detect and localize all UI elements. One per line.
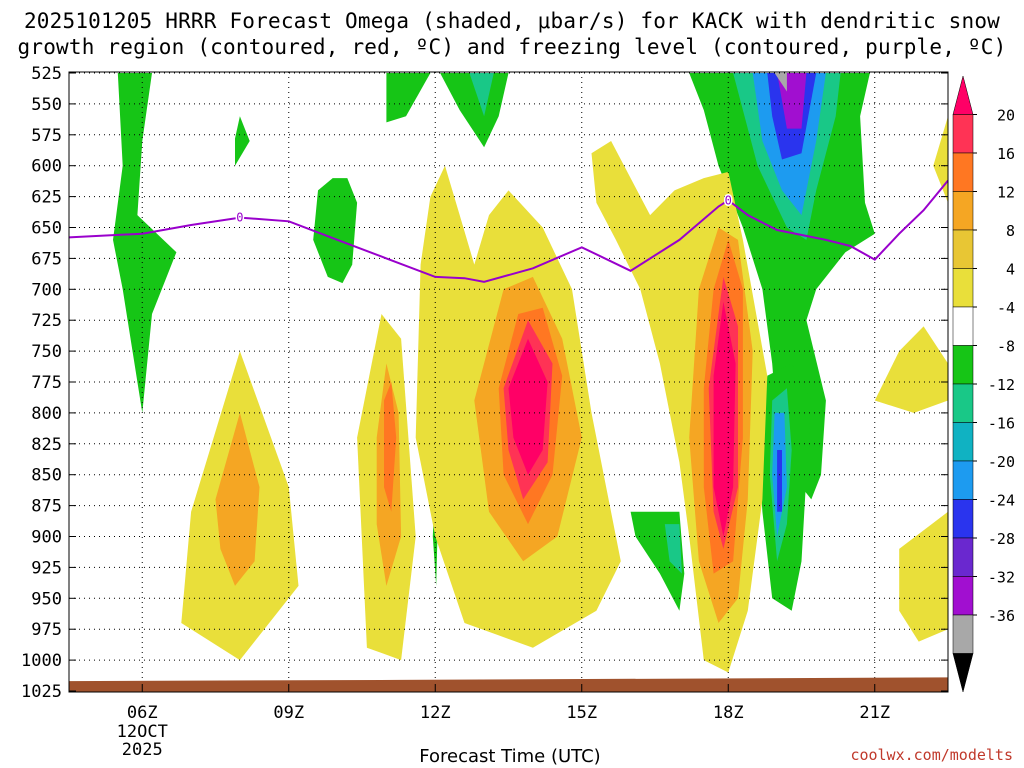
- y-tick-label: 950: [31, 589, 62, 609]
- freezing-level-label: 0: [236, 211, 243, 225]
- y-tick-label: 525: [31, 64, 62, 84]
- omega-area-yellow: [933, 116, 948, 203]
- colorbar-label: 12: [997, 184, 1015, 202]
- omega-area-green: [689, 73, 875, 500]
- colorbar-swatch: [952, 306, 974, 346]
- y-tick-label: 725: [31, 311, 62, 331]
- colorbar-label: -8: [997, 338, 1015, 356]
- y-tick-label: 875: [31, 497, 62, 517]
- omega-area-orange1: [215, 412, 260, 586]
- y-tick-label: 600: [31, 157, 62, 177]
- colorbar-top-arrow: [952, 75, 974, 115]
- y-tick-label: 550: [31, 95, 62, 115]
- colorbar-label: 4: [1006, 261, 1015, 279]
- x-tick-label: 18Z: [713, 703, 744, 723]
- colorbar-label: -20: [988, 453, 1015, 471]
- grid-lines: [69, 72, 948, 692]
- colorbar-swatch: [952, 422, 974, 462]
- y-tick-label: 650: [31, 219, 62, 239]
- colorbar-swatch: [952, 460, 974, 500]
- y-axis: 525 550 575 600 625 650 675 700 725 750 775 800 825 8…: [21, 64, 948, 702]
- x-tick-label: 09Z: [273, 703, 304, 723]
- omega-area-orange2: [384, 382, 397, 512]
- colorbar-swatch: [952, 152, 974, 192]
- colorbar-label: 16: [997, 145, 1015, 163]
- omega-area-blue: [777, 450, 782, 512]
- y-tick-label: 775: [31, 373, 62, 393]
- colorbar-label: -28: [988, 530, 1015, 548]
- colorbar-swatch: [952, 229, 974, 269]
- y-tick-label: 625: [31, 188, 62, 208]
- colorbar-label: -32: [988, 569, 1015, 587]
- ground-strip: [69, 677, 948, 692]
- omega-area-yellow: [899, 511, 948, 642]
- x-axis-label: Forecast Time (UTC): [419, 746, 600, 767]
- omega-area-gray: [774, 73, 787, 92]
- colorbar-swatch: [952, 345, 974, 385]
- title-line-2: growth region (contoured, red, ºC) and f…: [17, 35, 1007, 59]
- x-tick-date: 12OCT: [117, 722, 168, 742]
- y-tick-label: 850: [31, 466, 62, 486]
- colorbar-swatch: [952, 191, 974, 231]
- y-tick-label: 900: [31, 528, 62, 548]
- freezing-level-line: 00: [69, 179, 948, 283]
- colorbar-swatch: [952, 114, 974, 154]
- colorbar-swatch: [952, 614, 974, 654]
- y-tick-label: 700: [31, 280, 62, 300]
- y-tick-label: 800: [31, 404, 62, 424]
- omega-area-magenta: [713, 301, 736, 537]
- x-tick-label: 21Z: [859, 703, 890, 723]
- omega-shading: [113, 73, 948, 673]
- freezing-level-path: [69, 179, 948, 283]
- y-tick-label: 750: [31, 342, 62, 362]
- omega-area-teal: [469, 73, 494, 117]
- omega-area-green: [235, 116, 250, 166]
- y-tick-label: 925: [31, 558, 62, 578]
- colorbar-label: -36: [988, 607, 1015, 625]
- omega-area-yellow: [874, 326, 948, 413]
- omega-area-green: [440, 73, 509, 148]
- colorbar-bottom-arrow: [952, 653, 974, 693]
- x-tick-year: 2025: [122, 740, 163, 760]
- title-line-1: 2025101205 HRRR Forecast Omega (shaded, …: [23, 9, 1001, 33]
- colorbar-label: -24: [988, 492, 1015, 510]
- y-tick-label: 825: [31, 435, 62, 455]
- colorbar: 20 16 12 8 4 -4 -8 -12 -16 -20 -24 -28 -32 -36: [952, 75, 1015, 693]
- colorbar-swatch: [952, 383, 974, 423]
- chart-title: 2025101205 HRRR Forecast Omega (shaded, …: [0, 8, 1024, 60]
- y-tick-label: 1000: [21, 651, 62, 671]
- credit-text: coolwx.com/modelts: [850, 746, 1013, 764]
- omega-area-green: [113, 73, 177, 413]
- x-tick-label: 15Z: [566, 703, 597, 723]
- colorbar-swatch: [952, 268, 974, 308]
- y-tick-label: 1025: [21, 682, 62, 702]
- freezing-level-label: 0: [725, 193, 732, 207]
- ground-fill: [69, 677, 948, 692]
- x-tick-label: 12Z: [420, 703, 451, 723]
- y-tick-label: 975: [31, 620, 62, 640]
- colorbar-label: -12: [988, 376, 1015, 394]
- colorbar-label: -16: [988, 415, 1015, 433]
- colorbar-label: -4: [997, 299, 1015, 317]
- y-tick-label: 675: [31, 249, 62, 269]
- x-tick-label: 06Z: [127, 703, 158, 723]
- colorbar-label: 20: [997, 107, 1015, 125]
- colorbar-swatch: [952, 499, 974, 539]
- colorbar-swatch: [952, 537, 974, 577]
- colorbar-label: 8: [1006, 222, 1015, 240]
- omega-area-green: [386, 73, 431, 123]
- omega-area-magenta: [508, 338, 548, 475]
- colorbar-swatch: [952, 576, 974, 616]
- y-tick-label: 575: [31, 126, 62, 146]
- omega-area-green: [313, 178, 358, 284]
